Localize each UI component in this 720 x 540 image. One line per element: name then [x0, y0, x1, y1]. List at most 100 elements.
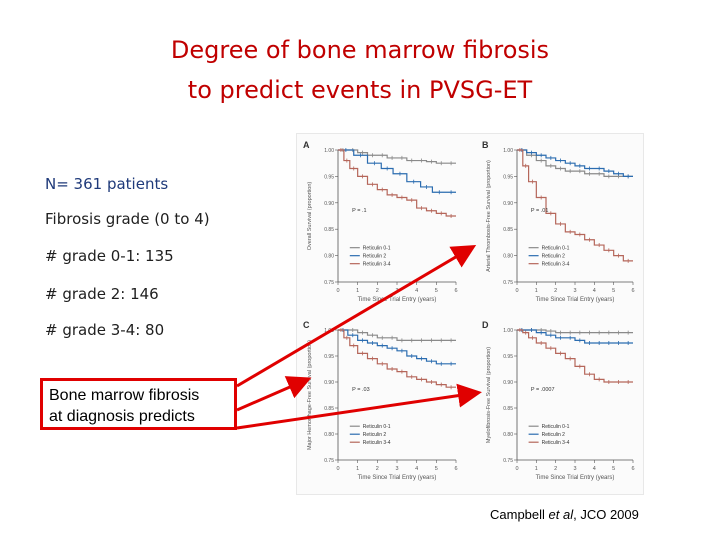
- panel-b-series-1-line: [517, 149, 633, 177]
- panel-b-y-tick-label: 0.85: [503, 227, 513, 233]
- panel-c-x-label: Time Since Trial Entry (years): [358, 475, 437, 481]
- panel-c-y-tick-label: 0.75: [324, 458, 334, 464]
- panel-a-y-tick-label: 0.75: [324, 280, 334, 286]
- panel-b-x-tick-label: 1: [535, 288, 538, 294]
- panel-a-x-tick-label: 0: [336, 288, 339, 294]
- callout-line-2: at diagnosis predicts: [49, 408, 195, 425]
- panel-a-p-value: P = .1: [352, 208, 366, 214]
- panel-d-x-tick-label: 2: [554, 466, 557, 472]
- citation-italic: et al: [548, 507, 574, 522]
- panel-a-y-tick-label: 0.90: [324, 201, 334, 207]
- panel-d-y-tick-label: 0.95: [503, 354, 513, 360]
- panel-c-legend-label-3: Reticulin 3-4: [363, 440, 391, 446]
- arrow-to-panel-c: [236, 376, 312, 412]
- panel-c-y-tick-label: 0.90: [324, 380, 334, 386]
- panel-a-series-1-line: [338, 149, 456, 164]
- panel-d-y-tick-label: 0.80: [503, 432, 513, 438]
- panel-d-p-value: P = .0007: [531, 387, 555, 393]
- panel-a-series-2-line: [338, 149, 456, 193]
- panel-a-legend-label-2: Reticulin 2: [363, 254, 387, 260]
- panel-c-y-tick-label: 0.80: [324, 432, 334, 438]
- panel-d-legend-label-1: Reticulin 0-1: [542, 424, 570, 430]
- panel-d-legend-label-2: Reticulin 2: [542, 432, 566, 438]
- panel-d-series-3-line: [517, 329, 633, 383]
- panel-d-x-tick-label: 0: [515, 466, 518, 472]
- citation-suffix: , JCO 2009: [573, 507, 639, 522]
- panel-d-y-label: Myelofibrosis-Free Survival (proportion): [486, 347, 492, 443]
- panel-c-x-tick-label: 2: [376, 466, 379, 472]
- arrow-to-panel-b: [236, 244, 477, 388]
- panel-c-x-tick-label: 1: [356, 466, 359, 472]
- panel-c-y-tick-label: 0.85: [324, 406, 334, 412]
- panel-a-x-label: Time Since Trial Entry (years): [358, 297, 437, 303]
- panel-b-y-tick-label: 0.75: [503, 280, 513, 286]
- slide-title: Degree of bone marrow fibrosis to predic…: [60, 30, 660, 110]
- callout-line-1: Bone marrow fibrosis: [49, 387, 200, 404]
- panel-a-y-tick-label: 0.95: [324, 174, 334, 180]
- panel-b-series-2-line: [517, 149, 633, 177]
- panel-b-y-tick-label: 1.00: [503, 148, 513, 154]
- panel-b-x-tick-label: 4: [593, 288, 596, 294]
- panel-d-y-tick-label: 0.75: [503, 458, 513, 464]
- panel-a-x-tick-label: 1: [356, 288, 359, 294]
- bullet-grade-3-4: # grade 3-4: 80: [45, 321, 165, 339]
- panel-c-series-2-line: [338, 329, 456, 365]
- panel-c-x-tick-label: 4: [415, 466, 418, 472]
- panel-a-y-tick-label: 0.80: [324, 254, 334, 260]
- title-line-2: to predict events in PVSG-ET: [187, 76, 533, 104]
- callout-box: Bone marrow fibrosis at diagnosis predic…: [40, 378, 237, 430]
- panel-d-x-tick-label: 3: [573, 466, 576, 472]
- panel-b-legend-label-1: Reticulin 0-1: [542, 246, 570, 252]
- panel-d-legend-label-3: Reticulin 3-4: [542, 440, 570, 446]
- panel-c-legend-label-2: Reticulin 2: [363, 432, 387, 438]
- panel-a-x-tick-label: 2: [376, 288, 379, 294]
- title-line-1: Degree of bone marrow fibrosis: [170, 36, 550, 64]
- panel-a-x-tick-label: 6: [454, 288, 457, 294]
- panel-c-x-tick-label: 5: [435, 466, 438, 472]
- panel-b-label: B: [482, 140, 489, 150]
- panel-b-y-tick-label: 0.95: [503, 174, 513, 180]
- panel-c-series-1-line: [338, 329, 456, 341]
- panel-b-y-label: Arterial Thrombosis-Free Survival (propo…: [486, 160, 492, 272]
- panel-a-y-label: Overall Survival (proportion): [307, 182, 313, 251]
- panel-b-legend-label-3: Reticulin 3-4: [542, 262, 570, 268]
- panel-b-y-tick-label: 0.80: [503, 254, 513, 260]
- bullet-fibrosis-grade: Fibrosis grade (0 to 4): [45, 210, 210, 228]
- panel-c-x-tick-label: 6: [454, 466, 457, 472]
- panel-c-y-tick-label: 0.95: [324, 354, 334, 360]
- arrow-to-panel-d: [236, 383, 482, 430]
- citation-prefix: Campbell: [490, 507, 549, 522]
- bullet-grade-2: # grade 2: 146: [45, 285, 159, 303]
- panel-b-x-tick-label: 3: [573, 288, 576, 294]
- panel-d-series-1-line: [517, 329, 633, 334]
- bullet-patients: N= 361 patients: [45, 175, 169, 193]
- panel-a-x-tick-label: 4: [415, 288, 418, 294]
- panel-d-y-tick-label: 0.90: [503, 380, 513, 386]
- panel-b-legend-label-2: Reticulin 2: [542, 254, 566, 260]
- panel-b-x-label: Time Since Trial Entry (years): [536, 297, 615, 303]
- panel-d-y-tick-label: 1.00: [503, 328, 513, 334]
- panel-a-label: A: [303, 140, 310, 150]
- panel-b-x-tick-label: 2: [554, 288, 557, 294]
- panel-b-p-value: P = .01: [531, 208, 548, 214]
- panel-b-y-tick-label: 0.90: [503, 201, 513, 207]
- panel-d-y-tick-label: 0.85: [503, 406, 513, 412]
- panel-d-label: D: [482, 320, 489, 330]
- panel-c-x-tick-label: 3: [395, 466, 398, 472]
- panel-d-x-label: Time Since Trial Entry (years): [536, 475, 615, 481]
- panel-d-x-tick-label: 5: [612, 466, 615, 472]
- panel-a-y-tick-label: 0.85: [324, 227, 334, 233]
- panel-a-legend-label-3: Reticulin 3-4: [363, 262, 391, 268]
- panel-c-p-value: P = .03: [352, 387, 369, 393]
- citation: Campbell et al, JCO 2009: [490, 507, 639, 522]
- panel-a-y-tick-label: 1.00: [324, 148, 334, 154]
- panel-b-x-tick-label: 6: [631, 288, 634, 294]
- panel-d-x-tick-label: 6: [631, 466, 634, 472]
- panel-a-x-tick-label: 5: [435, 288, 438, 294]
- panel-b-x-tick-label: 0: [515, 288, 518, 294]
- panel-d-x-tick-label: 1: [535, 466, 538, 472]
- panel-c-x-tick-label: 0: [336, 466, 339, 472]
- panel-b-x-tick-label: 5: [612, 288, 615, 294]
- panel-d-x-tick-label: 4: [593, 466, 596, 472]
